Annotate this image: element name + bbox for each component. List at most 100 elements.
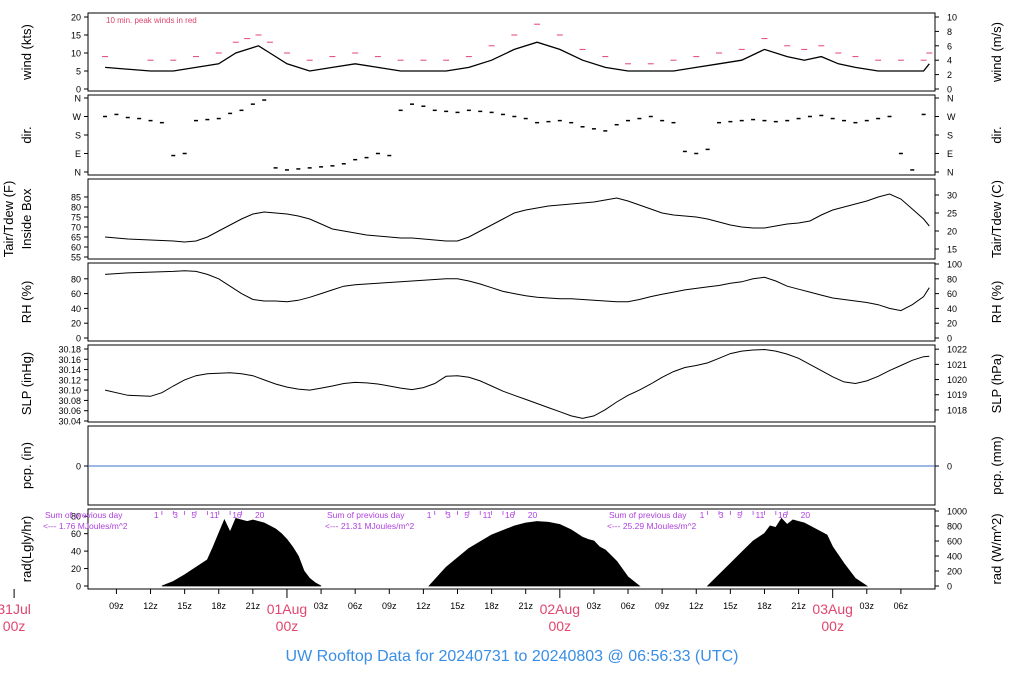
- wind-ytick-label-right: 8: [947, 27, 952, 37]
- wind-ytick-label-left: 0: [76, 85, 81, 95]
- rh-line: [105, 270, 930, 312]
- direction-ytick-label-left: W: [73, 112, 82, 122]
- day-label-date: 31Jul: [0, 601, 31, 617]
- radiation-ytick-label-left: 0: [76, 582, 81, 592]
- wind-ytick-label-left: 20: [71, 13, 81, 23]
- radiation-ytick-label-left: 60: [71, 529, 81, 539]
- direction-ylabel-left: dir.: [19, 126, 34, 143]
- slp-ytick-label-left: 30.18: [58, 345, 81, 355]
- wind-ytick-label-left: 10: [71, 49, 81, 59]
- radiation-hour-label: 20: [801, 510, 811, 520]
- rh-ytick-label-right: 40: [947, 304, 957, 314]
- time-tick-label: 03z: [587, 601, 602, 611]
- direction-ytick-label-right: E: [947, 149, 953, 159]
- time-tick-label: 15z: [723, 601, 738, 611]
- slp-ylabel-right: SLP (hPa): [989, 354, 1004, 414]
- wind-frame: [87, 12, 936, 92]
- rh-frame: [87, 262, 936, 342]
- radiation-ytick-label-right: 800: [947, 522, 962, 532]
- wind-ylabel-right: wind (m/s): [989, 22, 1004, 83]
- pcp-ytick-label-left: 0: [76, 462, 81, 472]
- direction-ylabel-right: dir.: [989, 126, 1004, 143]
- time-tick-label: 21z: [791, 601, 806, 611]
- tair-ytick-label-left: 70: [71, 223, 81, 233]
- wind-ytick-label-right: 10: [947, 13, 957, 23]
- radiation-ytick-label-right: 400: [947, 552, 962, 562]
- tair-ytick-label-right: 20: [947, 227, 957, 237]
- tair-frame: [87, 178, 936, 260]
- rh-ytick-label-left: 40: [71, 304, 81, 314]
- direction-ytick-label-right: N: [947, 94, 954, 104]
- day-label-date: 02Aug: [540, 601, 580, 617]
- radiation-ytick-label-right: 600: [947, 537, 962, 547]
- direction-ytick-label-left: S: [75, 131, 81, 141]
- time-tick-label: 12z: [689, 601, 704, 611]
- time-tick-label: 03z: [314, 601, 329, 611]
- radiation-ytick-label-left: 80: [71, 512, 81, 522]
- radiation-hour-label: 16: [778, 510, 788, 520]
- rh-ylabel-left: RH (%): [19, 281, 34, 324]
- slp-ytick-label-left: 30.06: [58, 406, 81, 416]
- slp-ytick-label-left: 30.10: [58, 386, 81, 396]
- time-tick-label: 06z: [894, 601, 909, 611]
- radiation-hour-label: 16: [232, 510, 242, 520]
- slp-ytick-label-right: 1022: [947, 345, 967, 355]
- slp-ytick-label-right: 1018: [947, 405, 967, 415]
- direction-frame: [87, 94, 936, 176]
- radiation-hour-label: 5: [191, 510, 196, 520]
- day-label-date: 01Aug: [267, 601, 307, 617]
- wind-ytick-label-left: 15: [71, 31, 81, 41]
- radiation-hour-label: 3: [719, 510, 724, 520]
- radiation-hour-label: 11: [483, 510, 492, 520]
- radiation-sum-label: Sum of previous day: [45, 510, 123, 520]
- tair-ytick-label-left: 85: [71, 193, 81, 203]
- radiation-sum-value: <--- 21.31 MJoules/m^2: [325, 521, 415, 531]
- direction-ytick-label-left: N: [75, 94, 82, 104]
- wind-ytick-label-right: 2: [947, 70, 952, 80]
- radiation-day-area: [161, 518, 322, 587]
- radiation-ylabel-right: rad (W/m^2): [989, 513, 1004, 584]
- time-tick-label: 12z: [416, 601, 431, 611]
- time-tick-label: 09z: [382, 601, 397, 611]
- day-label-time: 00z: [549, 618, 572, 634]
- day-label-time: 00z: [821, 618, 844, 634]
- tair-ylabel-left: Tair/Tdew (F): [1, 181, 16, 258]
- tair-ytick-label-left: 60: [71, 243, 81, 253]
- radiation-ytick-label-left: 20: [71, 564, 81, 574]
- slp-ytick-label-left: 30.14: [58, 365, 81, 375]
- slp-ytick-label-right: 1019: [947, 390, 967, 400]
- radiation-sum-label: Sum of previous day: [609, 510, 687, 520]
- rh-ytick-label-left: 0: [76, 334, 81, 344]
- radiation-day-area: [428, 521, 641, 587]
- time-tick-label: 18z: [484, 601, 499, 611]
- rh-ytick-label-left: 60: [71, 289, 81, 299]
- radiation-hour-label: 20: [255, 510, 265, 520]
- pcp-ylabel-left: pcp. (in): [19, 442, 34, 489]
- radiation-hour-label: 11: [756, 510, 765, 520]
- rh-ytick-label-left: 80: [71, 274, 81, 284]
- time-tick-label: 15z: [450, 601, 465, 611]
- tair-ytick-label-right: 15: [947, 245, 957, 255]
- slp-ytick-label-left: 30.16: [58, 355, 81, 365]
- time-tick-label: 03z: [860, 601, 875, 611]
- time-tick-label: 12z: [143, 601, 158, 611]
- radiation-frame: [87, 508, 936, 590]
- time-tick-label: 18z: [211, 601, 226, 611]
- radiation-hour-label: 16: [505, 510, 515, 520]
- tair-ytick-label-left: 75: [71, 213, 81, 223]
- radiation-ytick-label-left: 40: [71, 547, 81, 557]
- slp-ytick-label-left: 30.04: [58, 417, 81, 427]
- tair-line: [105, 193, 930, 243]
- rh-ytick-label-right: 20: [947, 319, 957, 329]
- tair-ytick-label-right: 25: [947, 209, 957, 219]
- day-label-time: 00z: [3, 618, 26, 634]
- radiation-hour-label: 1: [154, 510, 159, 520]
- slp-ytick-label-left: 30.08: [58, 396, 81, 406]
- radiation-ytick-label-right: 1000: [947, 507, 967, 517]
- direction-ytick-label-left: N: [75, 168, 82, 178]
- time-tick-label: 21z: [518, 601, 533, 611]
- time-tick-label: 09z: [109, 601, 124, 611]
- radiation-sum-label: Sum of previous day: [327, 510, 405, 520]
- radiation-sum-value: <--- 25.29 MJoules/m^2: [607, 521, 697, 531]
